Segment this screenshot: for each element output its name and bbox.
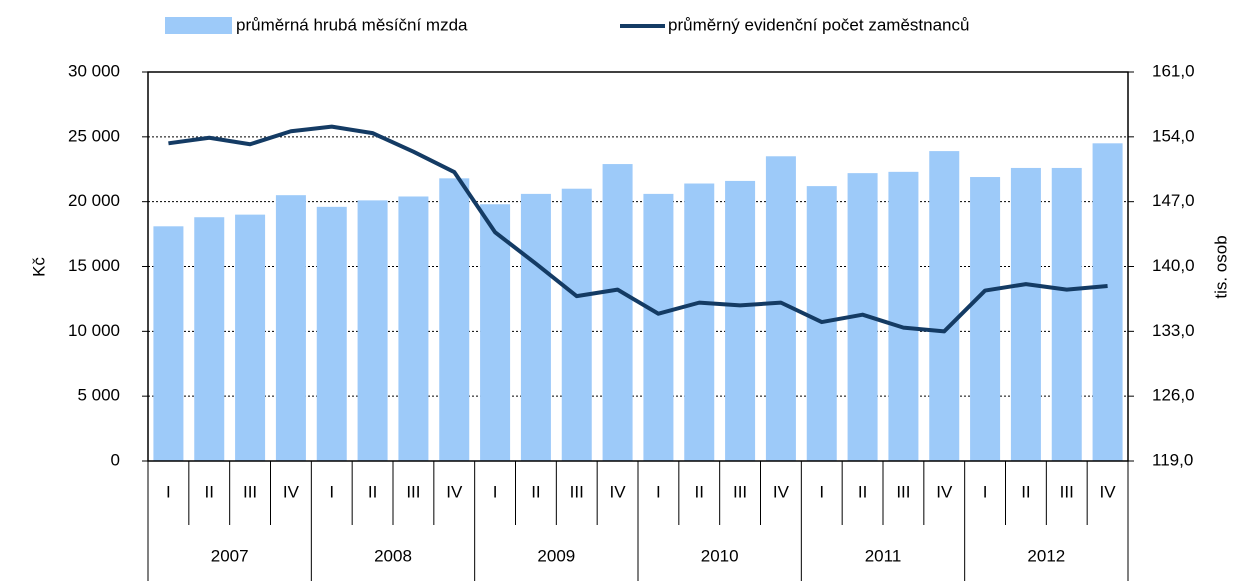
x-tick-label: I (166, 482, 171, 501)
year-label: 2008 (374, 546, 412, 565)
x-tick-label: IV (773, 482, 790, 501)
bar (561, 188, 592, 461)
x-tick-label: I (656, 482, 661, 501)
x-tick-label: IV (610, 482, 627, 501)
x-tick-label: IV (1100, 482, 1117, 501)
bar (153, 226, 184, 461)
y2-tick-label: 126,0 (1152, 386, 1195, 405)
year-label: 2007 (211, 546, 249, 565)
x-tick-label: I (819, 482, 824, 501)
y2-tick-label: 133,0 (1152, 321, 1195, 340)
x-tick-label: II (695, 482, 704, 501)
x-tick-label: III (1060, 482, 1074, 501)
x-tick-label: III (733, 482, 747, 501)
bar (235, 214, 266, 461)
x-tick-label: II (1021, 482, 1030, 501)
y2-tick-label: 161,0 (1152, 61, 1195, 80)
bar (520, 193, 551, 462)
y-tick-label: 15 000 (68, 256, 120, 275)
x-tick-label: III (570, 482, 584, 501)
bar (194, 217, 225, 461)
x-tick-label: I (983, 482, 988, 501)
x-tick-label: III (243, 482, 257, 501)
bar (480, 204, 511, 461)
x-tick-label: II (858, 482, 867, 501)
bar (1010, 167, 1041, 461)
bar (316, 206, 347, 461)
y2-tick-label: 140,0 (1152, 256, 1195, 275)
legend-label: průměrný evidenční počet zaměstnanců (668, 15, 969, 34)
line (168, 124, 1108, 334)
y2-axis-label: tis. osob (1211, 235, 1230, 298)
bar (725, 180, 756, 462)
year-label: 2011 (865, 546, 902, 565)
x-tick-label: I (493, 482, 498, 501)
x-tick-label: II (368, 482, 377, 501)
x-tick-label: III (896, 482, 910, 501)
bar (1092, 143, 1123, 462)
bar (970, 177, 1001, 461)
y2-tick-label: 119,0 (1152, 450, 1193, 469)
x-tick-label: IV (283, 482, 300, 501)
year-label: 2010 (701, 546, 739, 565)
bar (929, 151, 960, 461)
year-label: 2009 (537, 546, 575, 565)
x-tick-label: II (531, 482, 540, 501)
y-tick-label: 20 000 (68, 191, 120, 210)
y2-tick-label: 147,0 (1152, 191, 1195, 210)
x-tick-label: IV (936, 482, 953, 501)
year-label: 2012 (1027, 546, 1065, 565)
y-axis-label: Kč (29, 257, 48, 277)
legend-swatch (165, 17, 232, 34)
bar (275, 195, 306, 461)
y-tick-label: 5 000 (77, 386, 120, 405)
bar (684, 183, 715, 461)
x-tick-label: II (205, 482, 214, 501)
bar (439, 178, 470, 461)
bar (398, 196, 429, 462)
bar (888, 171, 919, 462)
y-tick-label: 10 000 (68, 321, 120, 340)
y-tick-label: 25 000 (68, 126, 120, 145)
y2-tick-label: 154,0 (1152, 126, 1195, 145)
bar (602, 164, 633, 461)
x-tick-label: I (329, 482, 334, 501)
legend-label: průměrná hrubá měsíční mzda (236, 15, 468, 34)
bar (643, 193, 674, 462)
bar (357, 200, 388, 461)
y-tick-label: 0 (111, 450, 120, 469)
x-tick-label: IV (446, 482, 463, 501)
y-tick-label: 30 000 (68, 61, 120, 80)
bar (1051, 167, 1082, 461)
x-tick-label: III (406, 482, 420, 501)
